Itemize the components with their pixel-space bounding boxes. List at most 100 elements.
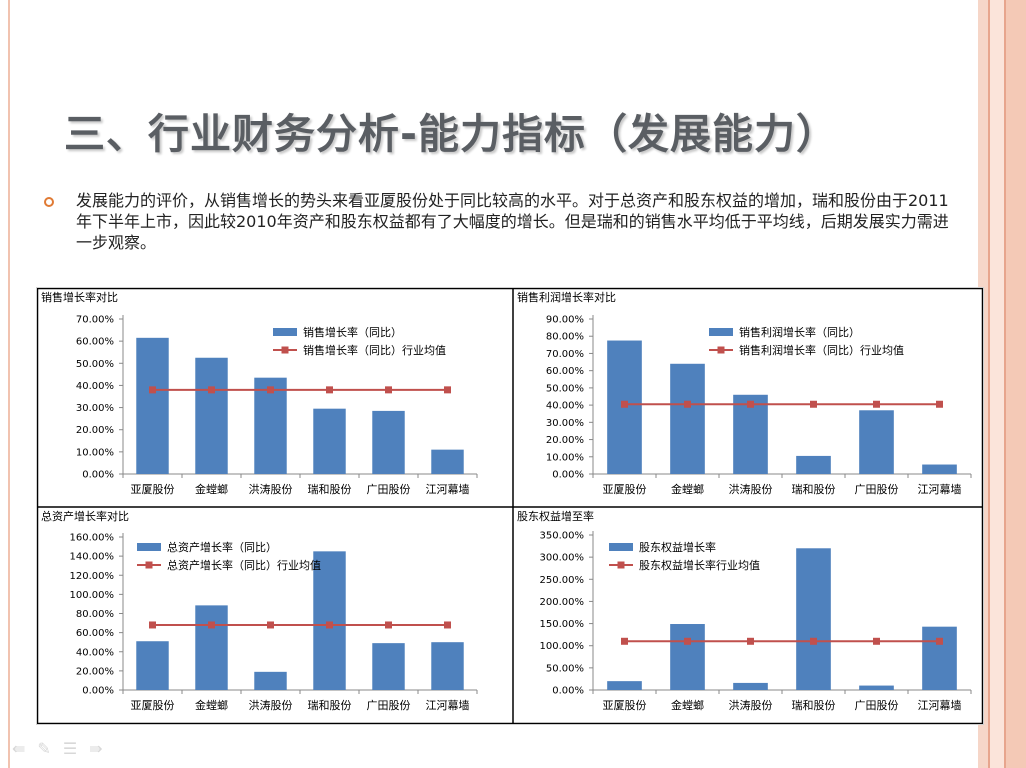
y-tick-label: 300.00% bbox=[540, 553, 585, 564]
y-tick-label: 60.00% bbox=[76, 628, 114, 639]
legend-line-marker bbox=[281, 346, 289, 354]
legend-line-marker bbox=[617, 561, 625, 569]
average-marker bbox=[444, 621, 451, 629]
legend-bar-swatch bbox=[709, 328, 733, 336]
x-tick-label: 江河幕墙 bbox=[426, 482, 470, 496]
bar bbox=[733, 682, 768, 690]
y-tick-label: 30.00% bbox=[546, 418, 584, 429]
average-marker bbox=[444, 386, 451, 394]
legend-label: 总资产增长率（同比）行业均值 bbox=[167, 558, 321, 572]
bar bbox=[372, 643, 405, 690]
average-marker bbox=[326, 386, 333, 394]
x-tick-label: 瑞和股份 bbox=[792, 482, 836, 496]
y-tick-label: 100.00% bbox=[540, 641, 585, 652]
y-tick-label: 160.00% bbox=[70, 533, 115, 544]
average-marker bbox=[873, 637, 880, 645]
y-tick-label: 50.00% bbox=[546, 663, 584, 674]
chart-title: 销售利润增长率对比 bbox=[517, 290, 616, 304]
bullet-text: 发展能力的评价，从销售增长的势头来看亚厦股份处于同比较高的水平。对于总资产和股东… bbox=[76, 191, 949, 252]
y-tick-label: 70.00% bbox=[546, 349, 584, 360]
y-tick-label: 40.00% bbox=[76, 381, 114, 392]
x-tick-label: 亚厦股份 bbox=[603, 483, 647, 496]
y-tick-label: 150.00% bbox=[540, 619, 585, 630]
x-tick-label: 广田股份 bbox=[855, 483, 899, 496]
bar bbox=[922, 464, 957, 474]
x-tick-label: 广田股份 bbox=[855, 699, 899, 712]
average-marker bbox=[936, 400, 943, 408]
bar bbox=[859, 685, 894, 690]
x-tick-label: 洪涛股份 bbox=[729, 482, 773, 496]
forward-arrow-icon[interactable]: ⇛ bbox=[89, 739, 103, 758]
bar bbox=[670, 624, 705, 690]
x-tick-label: 瑞和股份 bbox=[308, 482, 352, 496]
y-tick-label: 40.00% bbox=[76, 647, 114, 658]
y-tick-label: 50.00% bbox=[76, 359, 114, 370]
average-marker bbox=[267, 386, 274, 394]
average-marker bbox=[326, 621, 333, 629]
x-tick-label: 金螳螂 bbox=[671, 698, 704, 712]
x-tick-label: 江河幕墙 bbox=[426, 698, 470, 712]
legend-label: 股东权益增长率 bbox=[639, 540, 716, 554]
back-arrow-icon[interactable]: ⇚ bbox=[12, 739, 26, 758]
y-tick-label: 50.00% bbox=[546, 383, 584, 394]
left-border-line bbox=[8, 0, 10, 768]
average-marker bbox=[208, 621, 215, 629]
x-tick-label: 洪涛股份 bbox=[249, 482, 293, 496]
slide-title: 三、行业财务分析-能力指标（发展能力） bbox=[64, 110, 839, 158]
average-marker bbox=[621, 400, 628, 408]
x-tick-label: 广田股份 bbox=[367, 699, 411, 712]
legend-bar-swatch bbox=[273, 328, 297, 336]
y-tick-label: 0.00% bbox=[552, 470, 584, 481]
bar bbox=[607, 681, 642, 690]
menu-icon[interactable]: ☰ bbox=[62, 739, 78, 758]
legend-label: 股东权益增长率行业均值 bbox=[639, 558, 760, 572]
y-tick-label: 140.00% bbox=[70, 552, 115, 563]
decorative-stripes bbox=[978, 0, 1026, 768]
x-tick-label: 江河幕墙 bbox=[918, 698, 962, 712]
average-marker bbox=[810, 637, 817, 645]
average-marker bbox=[267, 621, 274, 629]
average-marker bbox=[208, 386, 215, 394]
average-marker bbox=[747, 637, 754, 645]
bar bbox=[733, 394, 768, 474]
charts-svg: 销售增长率对比 0.00% 10.00% 20.00% 30.00% 40.00% 50.0… bbox=[37, 288, 983, 724]
y-tick-label: 30.00% bbox=[76, 403, 114, 414]
bar bbox=[136, 641, 169, 690]
bar bbox=[313, 551, 346, 690]
legend-label: 总资产增长率（同比） bbox=[167, 540, 277, 554]
chart-title: 总资产增长率对比 bbox=[41, 509, 129, 523]
bar bbox=[796, 548, 831, 690]
x-tick-label: 亚厦股份 bbox=[131, 699, 175, 712]
legend-label: 销售利润增长率（同比）行业均值 bbox=[739, 343, 904, 357]
x-tick-label: 亚厦股份 bbox=[131, 483, 175, 496]
x-tick-label: 广田股份 bbox=[367, 483, 411, 496]
bar bbox=[254, 377, 287, 474]
y-tick-label: 0.00% bbox=[82, 686, 114, 697]
average-marker bbox=[684, 400, 691, 408]
average-marker bbox=[873, 400, 880, 408]
pen-icon[interactable]: ✎ bbox=[37, 739, 51, 758]
legend-bar-swatch bbox=[137, 543, 161, 551]
y-tick-label: 60.00% bbox=[546, 366, 584, 377]
bullet-icon bbox=[44, 197, 54, 207]
legend-line-marker bbox=[145, 561, 153, 569]
average-marker bbox=[149, 621, 156, 629]
legend-label: 销售增长率（同比）行业均值 bbox=[303, 343, 446, 357]
average-marker bbox=[149, 386, 156, 394]
bar bbox=[796, 455, 831, 474]
chart-panel: 销售增长率对比 0.00% 10.00% 20.00% 30.00% 40.00% 50.0… bbox=[36, 287, 984, 725]
y-tick-label: 20.00% bbox=[76, 425, 114, 436]
bar bbox=[670, 363, 705, 474]
y-tick-label: 20.00% bbox=[546, 435, 584, 446]
y-tick-label: 0.00% bbox=[82, 470, 114, 481]
x-tick-label: 亚厦股份 bbox=[603, 699, 647, 712]
chart-title: 销售增长率对比 bbox=[41, 290, 118, 304]
average-marker bbox=[385, 386, 392, 394]
average-marker bbox=[385, 621, 392, 629]
y-tick-label: 350.00% bbox=[540, 531, 585, 542]
bar bbox=[431, 642, 464, 690]
chart-title: 股东权益增至率 bbox=[517, 509, 594, 523]
y-tick-label: 80.00% bbox=[546, 332, 584, 343]
x-tick-label: 金螳螂 bbox=[195, 698, 228, 712]
y-tick-label: 20.00% bbox=[76, 666, 114, 677]
